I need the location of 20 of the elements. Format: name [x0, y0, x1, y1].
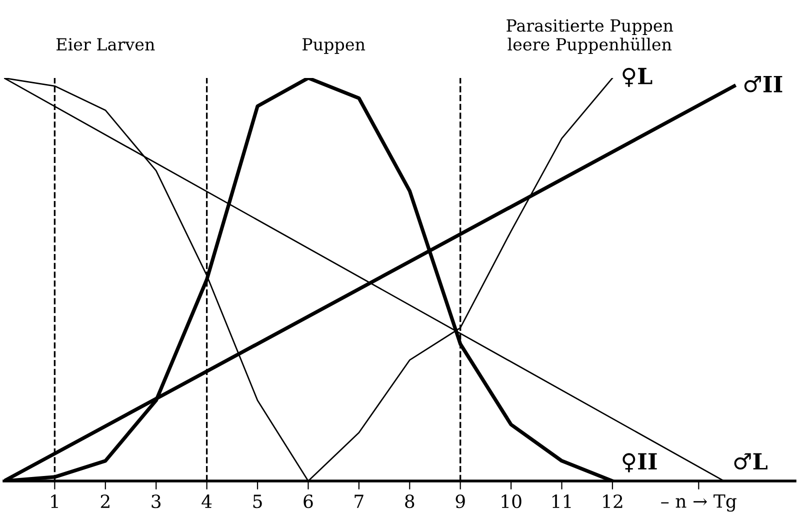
x-tick-label: 7 [354, 494, 364, 508]
series-label: ♀II [622, 453, 657, 472]
series-label: ♂II [744, 76, 782, 92]
text: Parasitierte Puppen leere Puppenhüllen [506, 19, 674, 54]
x-tick-label: 8 [405, 494, 414, 508]
x-tick-label: 1 [51, 494, 58, 508]
text: Eier Larven [56, 38, 155, 51]
x-tick-label: 12 [603, 494, 622, 508]
x-tick-label: 3 [152, 494, 161, 508]
series-label: ♂L [734, 453, 768, 470]
x-tick-label: 4 [202, 494, 212, 508]
x-tick-label: 5 [253, 494, 262, 508]
x-tick-label: 2 [100, 494, 110, 508]
x-tick-label: 6 [304, 494, 313, 508]
x-tick-label: 10 [502, 494, 522, 508]
x-tick-label: 11 [552, 494, 571, 508]
series-label: ♀L [622, 68, 652, 87]
text: Puppen [302, 38, 366, 54]
x-tick-label: 9 [456, 494, 465, 508]
x-tick-label: – n → Tg [661, 494, 736, 512]
